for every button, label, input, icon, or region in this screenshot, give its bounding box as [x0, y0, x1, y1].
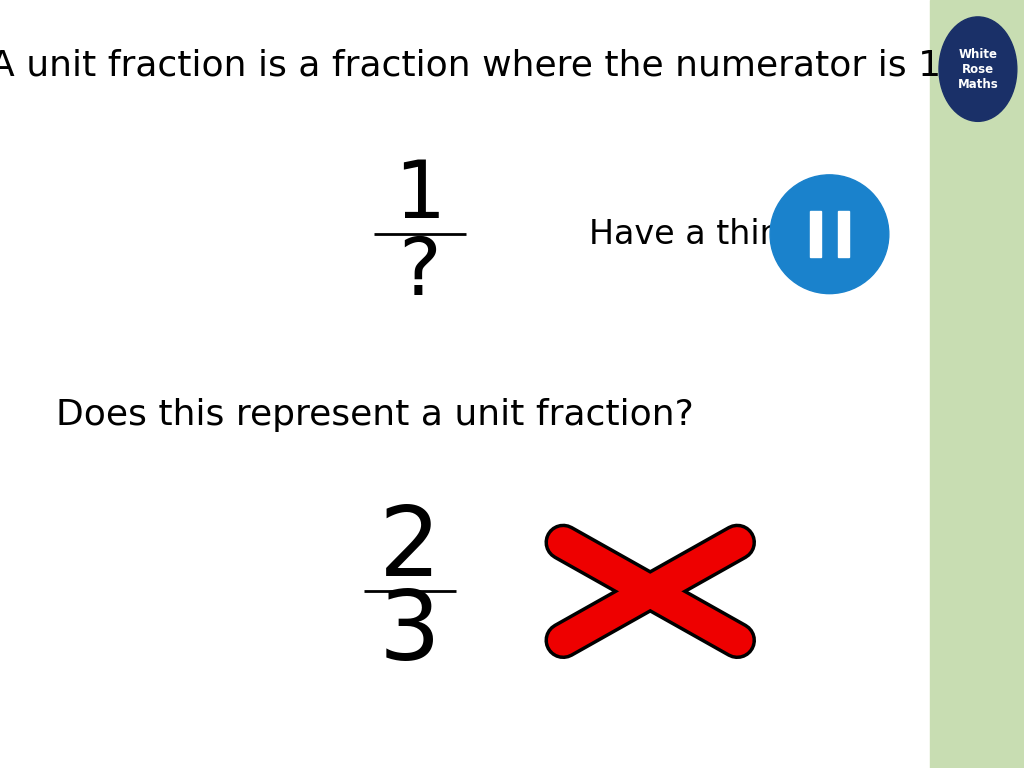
Text: ?: ? — [398, 233, 441, 312]
Ellipse shape — [770, 175, 889, 293]
Text: 2: 2 — [379, 502, 440, 596]
Text: 3: 3 — [379, 587, 440, 680]
Text: Does this represent a unit fraction?: Does this represent a unit fraction? — [56, 398, 694, 432]
Bar — [810, 211, 821, 257]
Text: White
Rose
Maths: White Rose Maths — [957, 48, 998, 91]
Bar — [930, 0, 1024, 768]
Ellipse shape — [939, 17, 1017, 121]
Text: Have a think: Have a think — [589, 218, 800, 250]
Text: 1: 1 — [394, 157, 445, 235]
Text: A unit fraction is a fraction where the numerator is 1: A unit fraction is a fraction where the … — [0, 48, 941, 82]
Bar — [838, 211, 849, 257]
